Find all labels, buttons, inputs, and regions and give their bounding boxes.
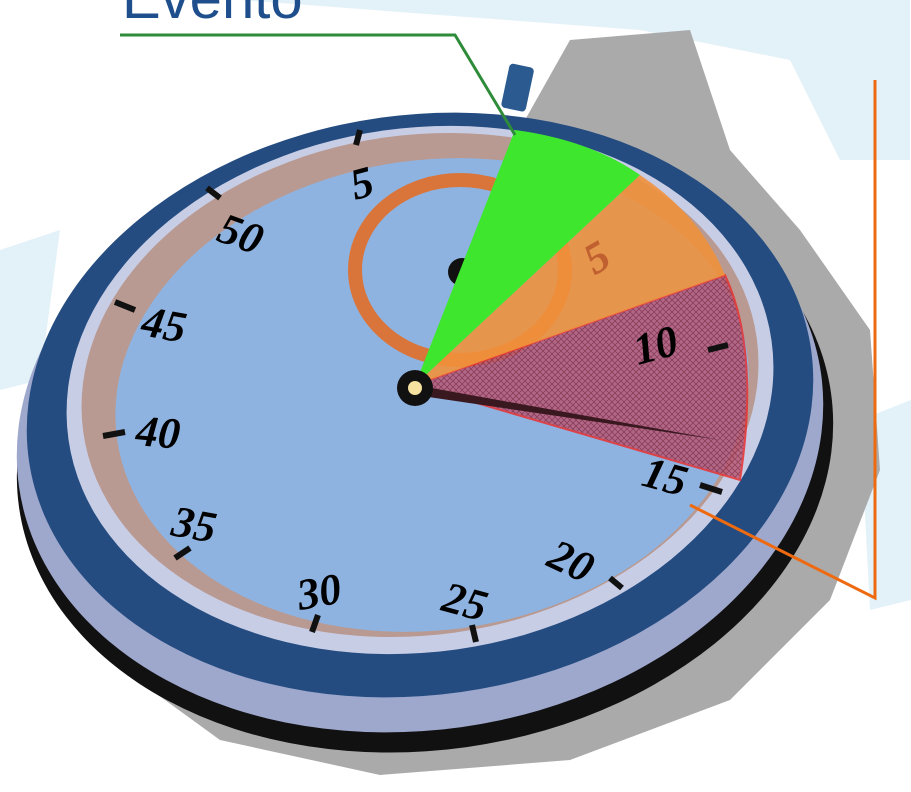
crown [501,63,534,112]
tick [707,342,729,353]
tick [205,185,222,201]
tick [353,129,363,146]
tick [309,614,321,633]
ticks [102,129,729,643]
interval-callout-line [689,80,877,601]
hand [415,385,720,440]
bg-shape [240,0,910,160]
tick [173,545,192,561]
tick [608,575,624,591]
orange-sector [415,175,725,385]
green-sector [415,130,640,385]
bg-shape [0,230,60,390]
tick [699,482,723,495]
tick [113,299,137,313]
red-sector [411,273,749,482]
dial-number: 40 [133,406,182,459]
center-cap [408,381,422,395]
event-label: Evento [122,0,303,31]
dial-number: 45 [137,296,190,352]
dial-number: 35 [167,496,220,552]
tick [102,429,126,439]
event-callout-line [120,33,517,136]
tick [469,624,479,643]
dial-number: 30 [292,564,345,620]
